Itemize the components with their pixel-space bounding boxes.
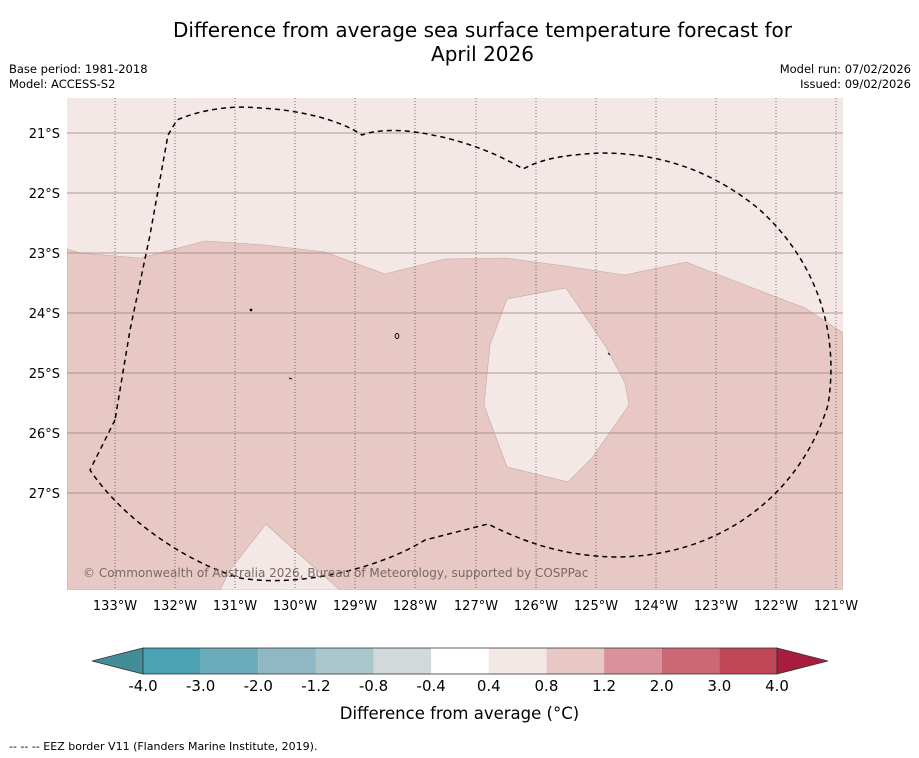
colorbar-extend-high xyxy=(776,647,829,675)
lat-axis-labels: 21°S 22°S 23°S 24°S 25°S 26°S 27°S xyxy=(29,127,60,502)
lat-label: 21°S xyxy=(29,127,60,142)
lon-label: 130°W xyxy=(273,599,317,614)
lon-gridlines xyxy=(114,98,837,590)
colorbar-swatch xyxy=(373,648,432,674)
model-name: Model: ACCESS-S2 xyxy=(9,77,116,91)
colorbar-outline xyxy=(142,647,778,675)
warm-patch-south xyxy=(219,523,341,590)
island-1 xyxy=(249,308,253,312)
lat-label: 27°S xyxy=(29,487,60,502)
lon-label: 124°W xyxy=(634,599,678,614)
island-4 xyxy=(607,352,611,356)
colorbar-tick-labels: -4.0 -3.0 -2.0 -1.2 -0.8 -0.4 0.4 0.8 1.2 2.0 3.0 4… xyxy=(128,677,789,695)
lon-label: 123°W xyxy=(694,599,738,614)
colorbar-tick-label: -2.0 xyxy=(244,677,273,695)
colorbar-swatch xyxy=(546,648,605,674)
colorbar-tick-label: -0.8 xyxy=(359,677,388,695)
lon-label: 121°W xyxy=(814,599,858,614)
lat-label: 23°S xyxy=(29,247,60,262)
eez-border xyxy=(89,106,832,582)
colorbar-tick-label: 3.0 xyxy=(707,677,731,695)
colorbar-tick-label: 2.0 xyxy=(650,677,674,695)
island-2 xyxy=(394,333,400,339)
lat-label: 26°S xyxy=(29,427,60,442)
colorbar-swatch xyxy=(315,648,374,674)
lat-label: 25°S xyxy=(29,367,60,382)
colorbar-tick-label: 0.4 xyxy=(477,677,501,695)
colorbar-tick-label: 4.0 xyxy=(765,677,789,695)
copyright-text: © Commonwealth of Australia 2026, Bureau… xyxy=(83,566,588,580)
base-period: Base period: 1981-2018 xyxy=(9,62,148,76)
colorbar-swatch xyxy=(258,648,316,674)
colorbar-tick-label: -1.2 xyxy=(301,677,330,695)
colorbar xyxy=(91,647,829,675)
lon-label: 131°W xyxy=(213,599,257,614)
island-3 xyxy=(288,377,293,380)
colorbar-tick-label: 0.8 xyxy=(535,677,559,695)
title-line-1: Difference from average sea surface temp… xyxy=(172,18,792,42)
colorbar-swatch xyxy=(200,648,259,674)
lat-label: 24°S xyxy=(29,307,60,322)
colorbar-swatch xyxy=(431,648,489,674)
colorbar-title: Difference from average (°C) xyxy=(339,704,580,723)
lon-label: 122°W xyxy=(754,599,798,614)
meta-left: Base period: 1981-2018 Model: ACCESS-S2 xyxy=(9,62,148,92)
chart-title: Difference from average sea surface temp… xyxy=(150,18,815,66)
footnote: -- -- -- EEZ border V11 (Flanders Marine… xyxy=(9,740,318,753)
lon-axis-labels: 133°W 132°W 131°W 130°W 129°W 128°W 127°… xyxy=(93,599,858,614)
lon-label: 128°W xyxy=(393,599,437,614)
lon-label: 133°W xyxy=(93,599,137,614)
map-panel xyxy=(67,98,843,590)
colorbar-extend-low xyxy=(91,647,144,675)
colorbar-tick-label: -3.0 xyxy=(186,677,215,695)
colorbar-swatch xyxy=(604,648,662,674)
lon-label: 127°W xyxy=(454,599,498,614)
colorbar-swatch xyxy=(143,648,201,674)
lon-label: 132°W xyxy=(153,599,197,614)
issued-date: Issued: 09/02/2026 xyxy=(800,77,911,91)
lon-label: 126°W xyxy=(514,599,558,614)
colorbar-tick-label: -0.4 xyxy=(417,677,446,695)
colorbar-tick-label: 1.2 xyxy=(592,677,616,695)
meta-right: Model run: 07/02/2026 Issued: 09/02/2026 xyxy=(780,62,911,92)
lat-gridlines xyxy=(67,132,843,494)
lat-label: 22°S xyxy=(29,187,60,202)
title-line-2: April 2026 xyxy=(431,42,534,66)
lon-label: 125°W xyxy=(574,599,618,614)
lon-label: 129°W xyxy=(333,599,377,614)
anomaly-0-8-to-1-2-region xyxy=(67,240,843,590)
colorbar-swatch xyxy=(719,648,777,674)
colorbar-tick-label: -4.0 xyxy=(128,677,157,695)
colorbar-swatch xyxy=(661,648,720,674)
colorbar-swatch xyxy=(488,648,547,674)
island-marks xyxy=(249,308,611,380)
warm-patch-central xyxy=(483,287,630,483)
model-run: Model run: 07/02/2026 xyxy=(779,62,911,76)
